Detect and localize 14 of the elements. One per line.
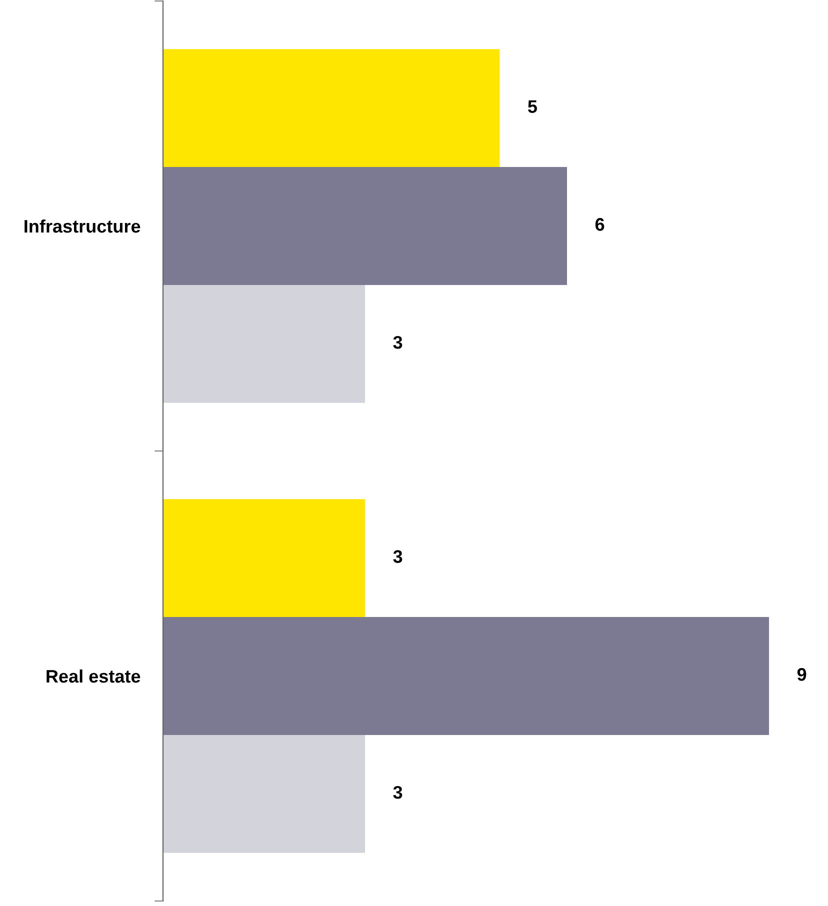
bar [163, 499, 365, 618]
data-label: 3 [393, 550, 402, 563]
y-tick-label: Real estate [46, 669, 140, 683]
bar [163, 617, 769, 735]
bar [163, 284, 365, 403]
data-label: 5 [528, 100, 537, 113]
bar [163, 49, 500, 168]
data-label: 6 [595, 218, 604, 231]
data-label: 3 [393, 336, 402, 349]
bar [163, 734, 365, 853]
bar [163, 167, 567, 285]
y-tick-label: Infrastructure [24, 219, 140, 233]
data-label: 3 [393, 786, 402, 799]
data-label: 9 [797, 668, 806, 681]
